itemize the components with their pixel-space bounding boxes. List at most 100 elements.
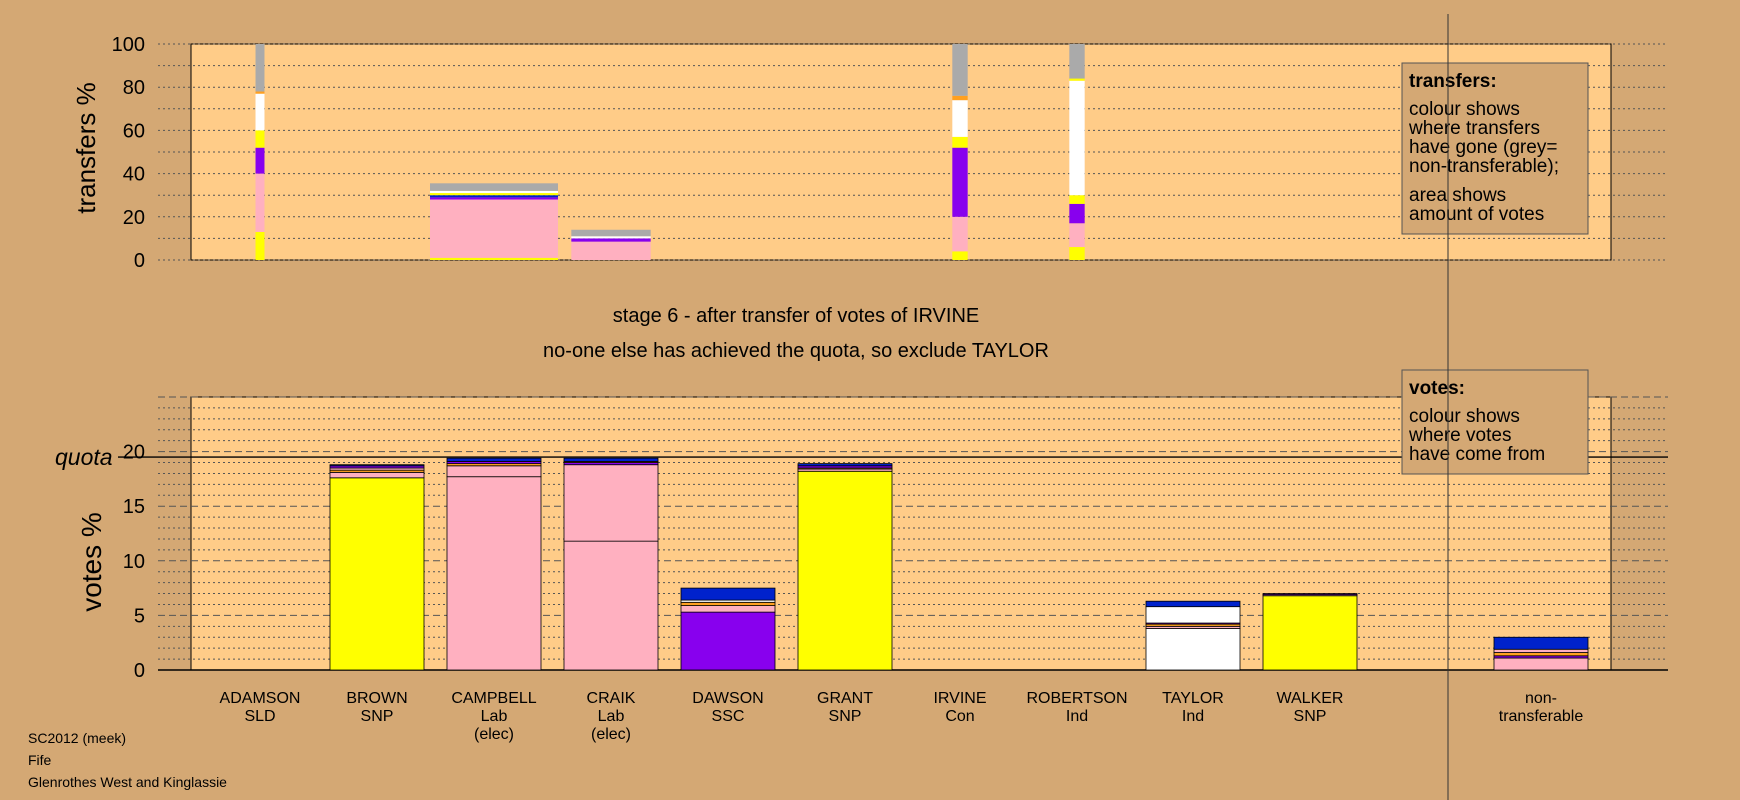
transfers-y-tick-label: 60	[123, 120, 145, 142]
transfer-segment	[1069, 80, 1085, 196]
transfer-segment	[952, 100, 968, 137]
transfer-segment	[952, 136, 968, 148]
candidate-party-label: SLD	[244, 708, 275, 725]
vote-segment	[1145, 628, 1241, 671]
votes-legend-line: colour shows	[1409, 406, 1520, 427]
votes-bars	[329, 457, 1589, 671]
vote-segment	[680, 587, 776, 601]
transfer-segment	[952, 44, 968, 96]
stage-caption: stage 6 - after transfer of votes of IRV…	[613, 305, 979, 327]
candidate-name-label: IRVINE	[933, 690, 986, 707]
vote-segment	[563, 457, 659, 462]
nontransferable-label: non-	[1525, 690, 1557, 707]
transfers-y-tick-label: 40	[123, 164, 145, 186]
votes-legend-box	[1401, 369, 1589, 475]
transfers-legend-line: have gone (grey=	[1409, 137, 1557, 158]
candidate-name-label: DAWSON	[692, 690, 763, 707]
transfer-segment	[1069, 203, 1085, 224]
nontransferable-segment	[1493, 652, 1589, 657]
candidate-status-label: (elec)	[474, 726, 514, 743]
transfers-y-tick-label: 20	[123, 207, 145, 229]
transfer-segment	[430, 197, 558, 200]
footer-ward: Glenrothes West and Kinglassie	[28, 774, 227, 790]
transfer-segment	[255, 93, 265, 131]
transfers-y-tick-label: 100	[112, 34, 145, 56]
candidate-party-label: Ind	[1182, 708, 1204, 725]
votes-legend: votes: colour shows where votes have com…	[1401, 369, 1589, 475]
candidate-name-label: BROWN	[346, 690, 407, 707]
transfer-segment	[1069, 247, 1085, 260]
vote-segment	[446, 465, 542, 478]
transfers-bars	[255, 44, 1085, 260]
candidate-name-label: GRANT	[817, 690, 873, 707]
transfer-segment	[430, 199, 558, 258]
footer-council: Fife	[28, 752, 52, 768]
vote-segment	[563, 540, 659, 671]
vote-segment	[1145, 600, 1241, 608]
vote-segment	[563, 464, 659, 542]
transfer-segment	[430, 190, 558, 194]
transfer-segment	[952, 147, 968, 217]
candidate-party-label: Con	[945, 708, 974, 725]
transfer-segment	[571, 238, 651, 242]
candidate-name-label: ADAMSON	[220, 690, 301, 707]
transfer-segment	[255, 91, 265, 94]
transfer-segment	[571, 241, 651, 260]
transfers-y-tick-label: 0	[134, 250, 145, 272]
candidate-party-label: Lab	[598, 708, 625, 725]
transfer-segment	[430, 193, 558, 196]
vote-segment	[446, 457, 542, 462]
votes-y-tick-label: 15	[123, 496, 145, 518]
candidate-party-label: SSC	[712, 708, 745, 725]
transfer-segment	[1069, 44, 1085, 79]
transfer-segment	[430, 195, 558, 198]
transfers-legend-line: area shows	[1409, 185, 1506, 206]
quota-label: quota	[55, 444, 113, 470]
transfer-segment	[571, 236, 651, 239]
transfers-y-tick-label: 80	[123, 77, 145, 99]
transfers-legend-box	[1401, 62, 1589, 235]
vote-segment	[680, 605, 776, 613]
candidate-status-label: (elec)	[591, 726, 631, 743]
transfer-segment	[571, 229, 651, 237]
vote-segment	[1262, 595, 1358, 671]
nontransferable-segment	[1493, 657, 1589, 671]
transfers-legend-line: colour shows	[1409, 99, 1520, 120]
vote-segment	[1145, 606, 1241, 624]
transfers-legend-title: transfers:	[1409, 71, 1497, 92]
candidate-name-label: WALKER	[1277, 690, 1344, 707]
vote-segment	[1262, 593, 1358, 596]
candidate-labels: ADAMSONSLDBROWNSNPCAMPBELLLab(elec)CRAIK…	[220, 690, 1584, 743]
action-caption: no-one else has achieved the quota, so e…	[543, 340, 1049, 362]
candidate-name-label: ROBERTSON	[1026, 690, 1127, 707]
transfers-legend-line: where transfers	[1408, 118, 1540, 139]
transfer-segment	[1069, 78, 1085, 81]
candidate-party-label: Ind	[1066, 708, 1088, 725]
votes-y-tick-label: 0	[134, 660, 145, 682]
votes-legend-title: votes:	[1409, 378, 1465, 399]
votes-y-ticks: 0 5 10 15 20	[123, 442, 145, 682]
votes-legend-line: where votes	[1408, 425, 1511, 446]
candidate-name-label: TAYLOR	[1162, 690, 1224, 707]
transfers-legend-line: amount of votes	[1409, 204, 1544, 225]
transfer-segment	[255, 231, 265, 260]
transfer-segment	[1069, 223, 1085, 248]
transfers-grid	[158, 43, 1668, 261]
votes-legend-line: have come from	[1409, 444, 1545, 465]
transfer-segment	[430, 257, 558, 260]
votes-y-tick-label: 5	[134, 605, 145, 627]
candidate-party-label: Lab	[481, 708, 508, 725]
votes-y-axis-label: votes %	[76, 512, 107, 612]
transfer-segment	[255, 44, 265, 92]
candidate-party-label: SNP	[361, 708, 394, 725]
votes-y-tick-label: 10	[123, 551, 145, 573]
footer-method: SC2012 (meek)	[28, 730, 126, 746]
candidate-name-label: CRAIK	[587, 690, 636, 707]
candidate-party-label: SNP	[1294, 708, 1327, 725]
transfers-legend-line: non-transferable);	[1409, 156, 1559, 177]
nontransferable-label: transferable	[1499, 708, 1584, 725]
transfers-y-axis-label: transfers %	[71, 82, 101, 214]
transfer-segment	[952, 216, 968, 252]
